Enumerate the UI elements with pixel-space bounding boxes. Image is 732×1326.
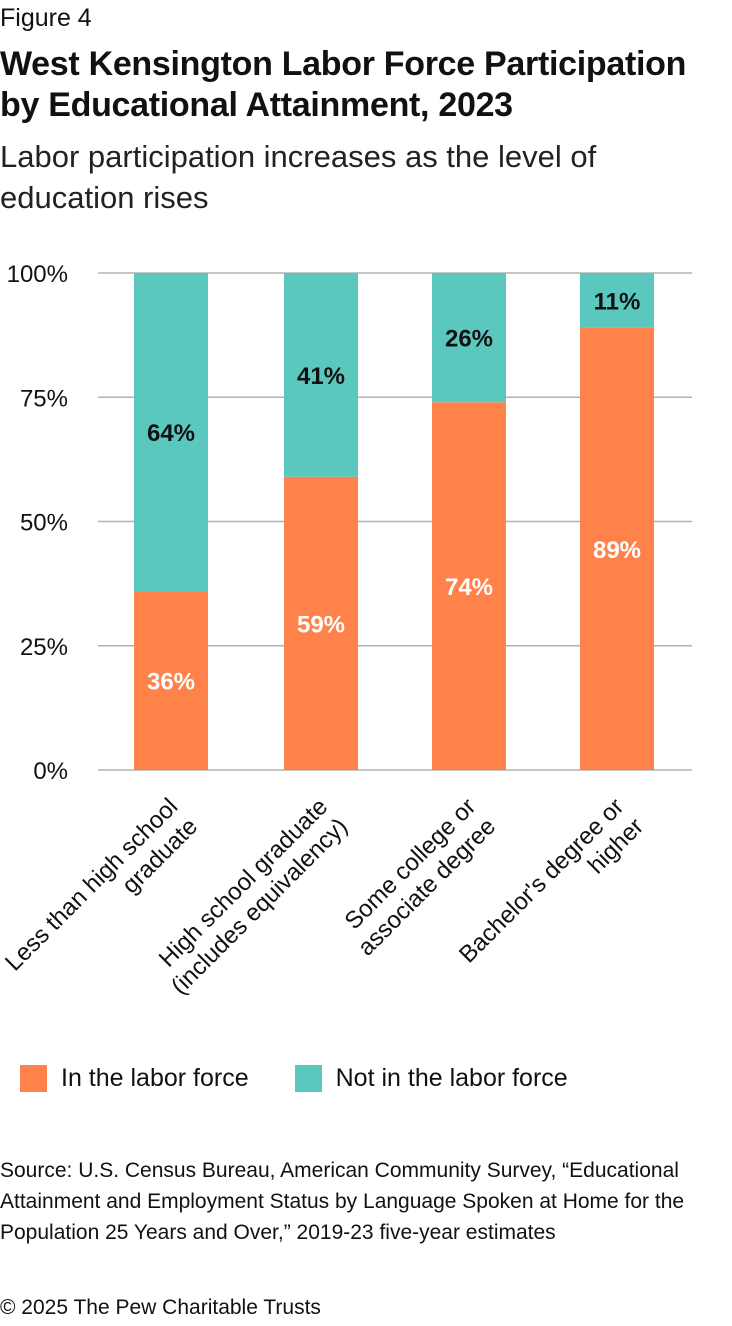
- bar-segment: [432, 273, 506, 403]
- y-tick-label: 100%: [7, 261, 68, 288]
- y-tick-label: 50%: [20, 510, 68, 537]
- chart-title: West Kensington Labor Force Participatio…: [0, 45, 687, 124]
- x-tick-label-line: (includes equivalency): [166, 813, 353, 1000]
- data-label: 59%: [297, 611, 345, 638]
- stacked-bar-chart: 0% 25% 50% 75% 100% 36% 64% Less than high scho…: [0, 261, 692, 1000]
- bar-segment: [432, 402, 506, 770]
- data-label: 26%: [445, 326, 493, 353]
- data-label: 64%: [147, 420, 195, 447]
- legend-label-in-labor-force: In the labor force: [61, 1064, 249, 1092]
- y-tick-label: 25%: [20, 634, 68, 661]
- bar-segment: [284, 476, 358, 770]
- legend-item-in-labor-force: In the labor force: [20, 1064, 249, 1093]
- legend-label-not-in-labor-force: Not in the labor force: [335, 1064, 568, 1092]
- bar-segment: [134, 591, 208, 770]
- data-label: 89%: [593, 537, 641, 564]
- y-tick-label: 0%: [33, 758, 68, 785]
- data-label: 74%: [445, 574, 493, 601]
- legend-swatch-in-labor-force: [20, 1065, 47, 1092]
- chart-subtitle: Labor participation increases as the lev…: [0, 139, 597, 215]
- data-label: 11%: [594, 288, 641, 315]
- source-note: Source: U.S. Census Bureau, American Com…: [0, 1159, 685, 1244]
- bar-segment: [134, 273, 208, 592]
- y-tick-label: 75%: [20, 385, 68, 412]
- legend: In the labor force Not in the labor forc…: [20, 1064, 614, 1093]
- legend-swatch-not-in-labor-force: [294, 1065, 322, 1092]
- data-label: 41%: [297, 363, 345, 390]
- figure-label: Figure 4: [0, 4, 92, 32]
- bar-segment: [580, 327, 654, 770]
- bar-segment: [580, 273, 654, 328]
- legend-item-not-in-labor-force: Not in the labor force: [294, 1064, 568, 1093]
- bar-segment: [284, 273, 358, 477]
- copyright: © 2025 The Pew Charitable Trusts: [0, 1296, 321, 1319]
- data-label: 36%: [147, 669, 195, 696]
- x-tick-label-line: Less than high school: [0, 793, 183, 976]
